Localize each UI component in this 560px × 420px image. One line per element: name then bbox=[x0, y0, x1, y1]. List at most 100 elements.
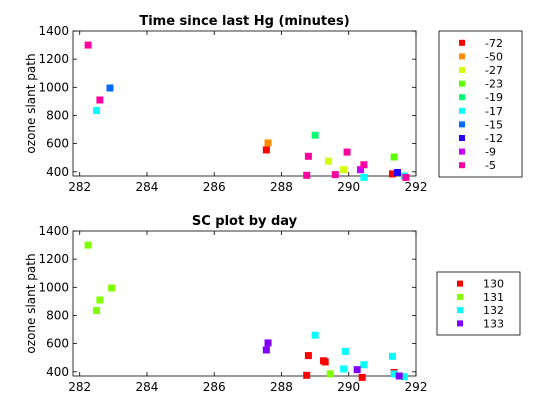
legend-marker bbox=[457, 293, 463, 300]
legend-label: 133 bbox=[483, 317, 504, 330]
legend-marker bbox=[459, 162, 465, 169]
x-tick-label: 290 bbox=[337, 180, 360, 194]
data-point-series-133 bbox=[264, 339, 272, 347]
data-point-series-133 bbox=[353, 366, 361, 374]
plot-area bbox=[72, 230, 417, 377]
y-tick-label: 400 bbox=[46, 165, 69, 179]
data-point-series--19 bbox=[311, 131, 319, 139]
data-point-series--50 bbox=[264, 139, 272, 147]
x-tick-label: 288 bbox=[270, 380, 293, 394]
chart-title: SC plot by day bbox=[192, 214, 298, 229]
data-point-series--72 bbox=[388, 170, 396, 178]
y-tick-label: 1200 bbox=[38, 252, 69, 266]
data-point-series-131 bbox=[84, 241, 92, 249]
y-tick-label: 800 bbox=[46, 308, 69, 322]
data-point-series-130 bbox=[321, 358, 329, 366]
data-point-series-131 bbox=[326, 370, 334, 378]
legend-marker bbox=[459, 53, 465, 60]
legend-label: 132 bbox=[483, 304, 504, 317]
data-point-series--5 bbox=[96, 96, 104, 104]
legend-marker bbox=[459, 67, 465, 73]
data-point-series--15 bbox=[106, 84, 114, 92]
x-tick-label: 284 bbox=[136, 380, 159, 394]
legend: -72-50-27-23-19-17-15-12-9-5 bbox=[438, 30, 523, 178]
data-point-series--12 bbox=[394, 168, 402, 176]
data-point-series--27 bbox=[325, 157, 333, 165]
data-point-series-133 bbox=[395, 372, 403, 380]
y-tick-label: 800 bbox=[46, 108, 69, 122]
x-tick-label: 286 bbox=[203, 380, 226, 394]
y-tick-label: 1000 bbox=[38, 280, 69, 294]
data-point-series--27 bbox=[340, 166, 348, 174]
data-point-series--23 bbox=[390, 153, 398, 161]
data-point-series--72 bbox=[262, 146, 270, 154]
y-tick-label: 600 bbox=[46, 337, 69, 351]
legend-marker bbox=[459, 135, 465, 141]
y-tick-label: 1400 bbox=[38, 24, 69, 38]
data-point-series-130 bbox=[358, 373, 366, 381]
y-axis-label: ozone slant path bbox=[24, 253, 38, 353]
x-tick-label: 284 bbox=[136, 180, 159, 194]
x-tick-label: 282 bbox=[68, 180, 91, 194]
data-point-series--5 bbox=[331, 171, 339, 179]
legend-marker bbox=[457, 280, 463, 287]
legend-label: 130 bbox=[483, 278, 504, 291]
data-point-series--5 bbox=[84, 41, 92, 49]
legend-box bbox=[438, 30, 523, 178]
legend-label: -17 bbox=[485, 105, 503, 118]
legend-marker bbox=[459, 80, 465, 87]
data-point-series-131 bbox=[108, 284, 116, 292]
plot-area bbox=[72, 30, 417, 177]
data-point-series--5 bbox=[304, 152, 312, 160]
legend-label: -12 bbox=[485, 132, 503, 145]
y-tick-label: 1000 bbox=[38, 80, 69, 94]
legend-marker bbox=[459, 148, 465, 155]
legend-marker bbox=[457, 320, 463, 327]
x-tick-label: 290 bbox=[337, 380, 360, 394]
legend-label: -72 bbox=[485, 37, 503, 50]
data-point-series--5 bbox=[360, 161, 368, 169]
legend-label: -19 bbox=[485, 91, 503, 104]
chart-2: SC plot by day ozone slant path 282 284 286 2… bbox=[24, 214, 521, 394]
data-point-series-132 bbox=[360, 361, 368, 369]
y-tick-label: 1400 bbox=[38, 224, 69, 238]
legend-marker bbox=[459, 39, 465, 46]
data-point-series-130 bbox=[303, 371, 311, 379]
x-tick-label: 282 bbox=[68, 380, 91, 394]
y-tick-label: 1200 bbox=[38, 52, 69, 66]
legend-label: -9 bbox=[485, 146, 496, 159]
chart-1: Time since last Hg (minutes) ozone slant … bbox=[24, 14, 523, 194]
legend-marker bbox=[459, 94, 465, 101]
x-tick-label: 292 bbox=[405, 180, 428, 194]
data-point-series--17 bbox=[93, 107, 101, 115]
data-point-series--5 bbox=[402, 173, 410, 181]
data-point-series-132 bbox=[400, 373, 408, 381]
data-point-series--5 bbox=[303, 171, 311, 179]
data-point-series--17 bbox=[360, 173, 368, 181]
x-tick-label: 292 bbox=[405, 380, 428, 394]
data-point-series-133 bbox=[262, 346, 270, 354]
legend-marker bbox=[457, 307, 463, 314]
legend-label: -50 bbox=[485, 50, 503, 63]
data-point-series-131 bbox=[96, 296, 104, 304]
data-point-series-132 bbox=[340, 365, 348, 373]
data-point-series--9 bbox=[357, 166, 365, 174]
data-point-series-132 bbox=[388, 352, 396, 360]
legend-box bbox=[436, 271, 521, 336]
data-point-series-130 bbox=[304, 352, 312, 360]
data-point-series-132 bbox=[341, 347, 349, 355]
legend-marker bbox=[459, 121, 465, 128]
chart-title: Time since last Hg (minutes) bbox=[139, 14, 349, 29]
y-tick-label: 400 bbox=[46, 365, 69, 379]
data-point-series-132 bbox=[390, 370, 398, 378]
x-tick-label: 288 bbox=[270, 180, 293, 194]
legend-label: -15 bbox=[485, 118, 503, 131]
legend-label: -27 bbox=[485, 64, 503, 77]
legend-label: -5 bbox=[485, 159, 496, 172]
y-tick-label: 600 bbox=[46, 137, 69, 151]
legend-marker bbox=[459, 107, 465, 114]
legend-label: 131 bbox=[483, 291, 504, 304]
data-point-series-131 bbox=[93, 307, 101, 315]
